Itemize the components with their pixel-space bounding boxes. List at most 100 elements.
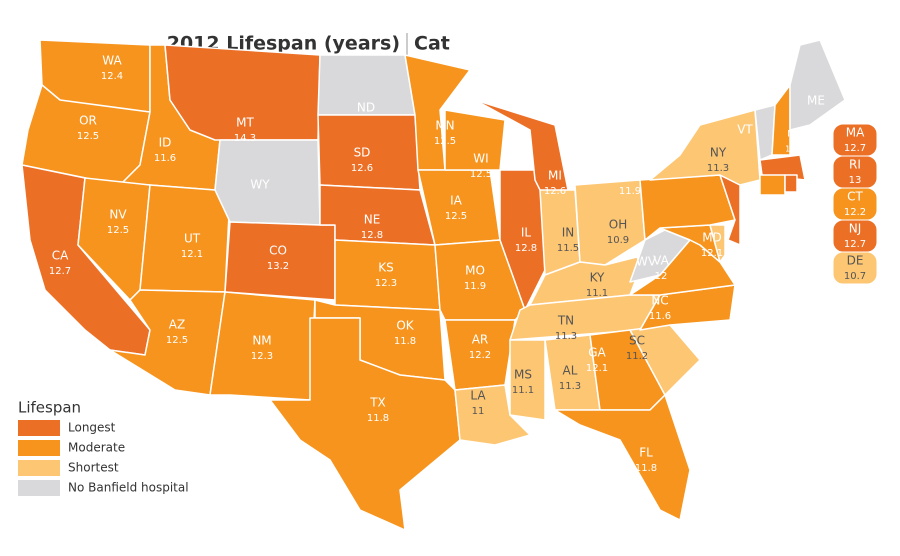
legend-swatch xyxy=(18,460,60,476)
state-abbr: LA xyxy=(470,389,486,403)
state-abbr: CO xyxy=(269,244,287,258)
state xyxy=(554,394,691,521)
state-value: 11.8 xyxy=(367,413,389,424)
state-value: 11.5 xyxy=(557,243,579,254)
legend: Longest Moderate Shortest No Banfield hospi… xyxy=(18,420,189,496)
state-value: 12.7 xyxy=(844,239,866,250)
state-value: 12.1 xyxy=(586,363,608,374)
state-abbr: NM xyxy=(252,334,271,348)
state xyxy=(789,39,846,131)
state-value: 12.5 xyxy=(445,211,467,222)
state-box xyxy=(832,155,878,189)
state-value: 12.1 xyxy=(181,249,203,260)
state-abbr: IA xyxy=(450,194,463,208)
state-value: 12.7 xyxy=(844,143,866,154)
state-value: 10.7 xyxy=(844,271,866,282)
state-abbr: NV xyxy=(109,208,127,222)
state-abbr: DE xyxy=(847,254,864,268)
state xyxy=(784,174,798,193)
state-value: 11.2 xyxy=(626,351,648,362)
state-abbr: SC xyxy=(629,334,645,348)
state-value: 12.2 xyxy=(469,350,491,361)
state-abbr: PA xyxy=(623,169,638,183)
state-value: 11.3 xyxy=(555,331,577,342)
state-value: 12.7 xyxy=(49,266,71,277)
state-abbr: UT xyxy=(184,232,201,246)
state xyxy=(574,179,646,266)
legend-swatch xyxy=(18,420,60,436)
state xyxy=(454,384,531,446)
state-value: 13 xyxy=(849,175,862,186)
state-abbr: NE xyxy=(364,213,381,227)
state-abbr: FL xyxy=(639,446,653,460)
states xyxy=(21,39,846,531)
state-abbr: OK xyxy=(396,319,414,333)
state-value: 12.4 xyxy=(101,71,123,82)
state-abbr: ME xyxy=(807,94,825,108)
state xyxy=(649,109,761,186)
state-abbr: MS xyxy=(514,368,532,382)
state-value: 11.1 xyxy=(586,288,608,299)
state-value: 11.9 xyxy=(785,145,803,154)
state-abbr: MI xyxy=(548,169,562,183)
state-value: 12.8 xyxy=(361,230,383,241)
state-value: 11.3 xyxy=(707,163,729,174)
state-abbr: NY xyxy=(710,146,727,160)
state xyxy=(509,339,546,421)
state-abbr: WA xyxy=(102,54,122,68)
state-value: 12.3 xyxy=(251,351,273,362)
state-abbr: NC xyxy=(651,294,668,308)
state-value: 12 xyxy=(655,271,668,282)
state-abbr: OR xyxy=(79,114,97,128)
state-labels: WA 12.4 OR 12.5 CA 12.7 ID 11.6 NV 12.5 UT 12.1 AZ 12… xyxy=(49,54,878,474)
state xyxy=(709,224,726,263)
state-abbr: MO xyxy=(465,264,485,278)
state xyxy=(334,239,441,311)
state-value: 12.5 xyxy=(77,131,99,142)
state-value: 11.6 xyxy=(154,153,176,164)
subtitle: Cat xyxy=(414,33,450,55)
state-abbr: AR xyxy=(472,333,489,347)
state-abbr: AL xyxy=(563,364,578,378)
state-value: 11.8 xyxy=(394,336,416,347)
state xyxy=(771,84,791,156)
state-abbr: IL xyxy=(521,226,532,240)
state-value: 12.5 xyxy=(166,335,188,346)
state-value: 12.3 xyxy=(375,278,397,289)
legend-title: Lifespan xyxy=(18,399,81,417)
state-value: 12.5 xyxy=(470,169,492,180)
state xyxy=(759,154,806,181)
state-value: 11.3 xyxy=(559,381,581,392)
state-value: 11.8 xyxy=(635,463,657,474)
state xyxy=(639,284,736,331)
state-value: 12.5 xyxy=(434,136,456,147)
state xyxy=(139,184,231,293)
state-value: 11.6 xyxy=(649,311,671,322)
state-abbr: VT xyxy=(737,123,753,137)
state-value: 14.3 xyxy=(234,133,256,144)
state-value: 12.5 xyxy=(107,225,129,236)
state-value: 13.2 xyxy=(267,261,289,272)
state-abbr: KY xyxy=(590,271,605,285)
state-value: 12.6 xyxy=(351,163,373,174)
state-value: 11.9 xyxy=(619,186,641,197)
state-value: 11.9 xyxy=(464,281,486,292)
state-abbr: MT xyxy=(236,116,254,130)
state-abbr: ID xyxy=(159,136,172,150)
state-abbr: WV xyxy=(636,255,657,269)
state-abbr: VA xyxy=(653,254,669,268)
state xyxy=(759,174,786,196)
state-abbr: ND xyxy=(357,101,375,115)
state-abbr: WY xyxy=(250,178,270,192)
legend-swatch xyxy=(18,440,60,456)
state-value: 12.8 xyxy=(515,243,537,254)
state-abbr: MN xyxy=(435,119,454,133)
state-abbr: CA xyxy=(52,249,69,263)
state-value: 11.1 xyxy=(512,385,534,396)
state xyxy=(444,109,506,171)
state-abbr: KS xyxy=(378,261,394,275)
state-abbr: IN xyxy=(562,226,575,240)
state-abbr: TX xyxy=(369,396,386,410)
state xyxy=(209,291,316,401)
